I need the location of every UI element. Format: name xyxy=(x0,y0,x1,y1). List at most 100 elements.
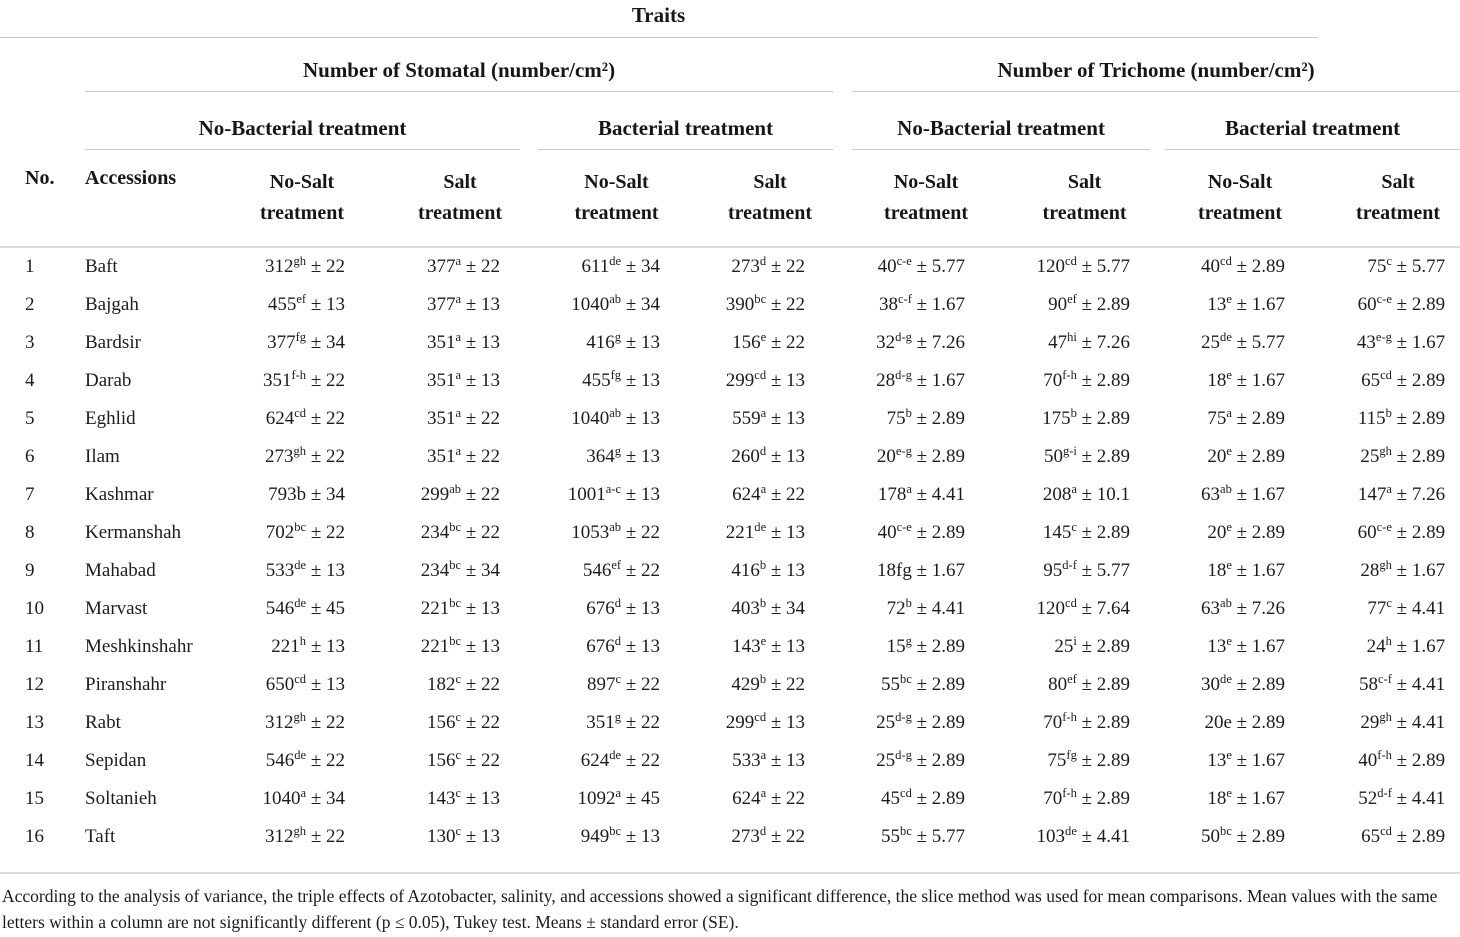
tukey-letter: a xyxy=(760,786,767,801)
row-number-cell: 11 xyxy=(25,636,44,657)
tukey-letter: cd xyxy=(1065,596,1077,611)
tukey-letter: de xyxy=(1220,330,1232,345)
value-cell: 299cd ± 13 xyxy=(725,710,806,733)
table-header: Number of Stomatal (number/cm²) Number o… xyxy=(0,38,1460,248)
table-row: 14 Sepidan 546de ± 22 156c ± 22 624de ± 22 53… xyxy=(0,742,1460,780)
value-cell: 312gh ± 22 xyxy=(265,710,345,733)
value-cell: 70f-h ± 2.89 xyxy=(1043,786,1131,809)
value-cell: 63ab ± 1.67 xyxy=(1201,482,1286,505)
tukey-letter: d xyxy=(759,254,767,269)
row-number-cell: 9 xyxy=(25,560,35,581)
value-cell: 28gh ± 1.67 xyxy=(1360,558,1446,581)
tukey-letter: de xyxy=(294,558,307,573)
value-cell: 273d ± 22 xyxy=(731,254,806,277)
value-cell: 455ef ± 13 xyxy=(267,292,345,315)
value-cell: 40f-h ± 2.89 xyxy=(1358,748,1446,771)
value-cell: 50bc ± 2.89 xyxy=(1201,824,1286,847)
value-cell: 221h ± 13 xyxy=(271,634,345,657)
value-cell: 147a ± 7.26 xyxy=(1357,482,1446,505)
value-cell: 546de ± 22 xyxy=(265,748,345,771)
tukey-letter: de xyxy=(754,520,767,535)
table-row: 10 Marvast 546de ± 45 221bc ± 13 676d ± 13 40… xyxy=(0,590,1460,628)
value-cell: 25de ± 5.77 xyxy=(1201,330,1286,353)
value-cell: 546ef ± 22 xyxy=(582,558,660,581)
tukey-letter: bc xyxy=(754,292,767,307)
accession-cell: Ilam xyxy=(85,446,120,467)
tukey-letter: c xyxy=(455,748,462,763)
tukey-letter: bc xyxy=(1220,824,1232,839)
value-cell: 156c ± 22 xyxy=(427,748,500,771)
row-number-cell: 4 xyxy=(25,370,35,391)
tukey-letter: c xyxy=(455,786,462,801)
value-cell: 455fg ± 13 xyxy=(582,368,660,391)
value-cell: 45cd ± 2.89 xyxy=(881,786,966,809)
value-cell: 234bc ± 34 xyxy=(420,558,500,581)
value-cell: 403b ± 34 xyxy=(731,596,806,619)
value-cell: 20e-g ± 2.89 xyxy=(876,444,966,467)
accession-cell: Soltanieh xyxy=(85,788,157,809)
tukey-letter: de xyxy=(294,748,307,763)
tukey-letter: cd xyxy=(1380,368,1392,383)
tukey-letter: c xyxy=(1071,520,1077,535)
value-cell: 25d-g ± 2.89 xyxy=(876,748,966,771)
value-cell: 299cd ± 13 xyxy=(725,368,806,391)
value-cell: 546de ± 45 xyxy=(265,596,345,619)
col-header-stomatal-nb-salt: Salt treatment xyxy=(382,150,538,248)
value-cell: 32d-g ± 7.26 xyxy=(876,330,966,353)
value-cell: 182c ± 22 xyxy=(427,672,500,695)
value-cell: 130c ± 13 xyxy=(427,824,500,847)
tukey-letter: de xyxy=(609,254,622,269)
value-cell: 52d-f ± 4.41 xyxy=(1358,786,1446,809)
value-cell: 624a ± 22 xyxy=(732,786,806,809)
value-cell: 38c-f ± 1.67 xyxy=(878,292,966,315)
tukey-letter: gh xyxy=(293,254,307,269)
tukey-letter: f-h xyxy=(1062,786,1077,801)
value-cell: 676d ± 13 xyxy=(586,596,660,619)
tukey-letter: e xyxy=(1226,520,1232,535)
tukey-letter: d xyxy=(759,824,767,839)
accession-cell: Kashmar xyxy=(85,484,154,505)
tukey-letter: ef xyxy=(1067,292,1077,307)
tukey-letter: ab xyxy=(609,406,622,421)
tukey-letter: e xyxy=(1226,634,1232,649)
tukey-letter: cd xyxy=(294,672,307,687)
tukey-letter: h xyxy=(299,634,307,649)
table-title-row: Traits xyxy=(0,0,1317,38)
tukey-letter: a xyxy=(455,330,462,345)
value-cell: 949bc ± 13 xyxy=(580,824,660,847)
tukey-letter: b xyxy=(759,596,767,611)
tukey-letter: a xyxy=(760,406,767,421)
tukey-letter: gh xyxy=(1379,558,1392,573)
table-footnote: According to the analysis of variance, t… xyxy=(0,872,1460,936)
tukey-letter: gh xyxy=(1379,444,1392,459)
treatment-group-stomatal-bacterial: Bacterial treatment xyxy=(538,92,845,150)
treatment-group-row: No-Bacterial treatment Bacterial treatme… xyxy=(0,92,1460,150)
spacer-cell xyxy=(0,38,85,92)
value-cell: 60c-e ± 2.89 xyxy=(1357,292,1446,315)
value-cell: 13e ± 1.67 xyxy=(1207,292,1286,315)
tukey-letter: c-e xyxy=(1376,292,1392,307)
value-cell: 18e ± 1.67 xyxy=(1207,558,1286,581)
tukey-letter: c xyxy=(1386,596,1392,611)
tukey-letter: ef xyxy=(611,558,622,573)
tukey-letter: b xyxy=(905,596,912,611)
tukey-letter: f-h xyxy=(1062,710,1077,725)
value-cell: 29gh ± 4.41 xyxy=(1360,710,1446,733)
treatment-group-trichome-no-bacterial: No-Bacterial treatment xyxy=(845,92,1162,150)
tukey-letter: a xyxy=(1071,482,1077,497)
tukey-letter: e xyxy=(760,330,767,345)
tukey-letter: gh xyxy=(293,444,307,459)
value-cell: 90ef ± 2.89 xyxy=(1048,292,1131,315)
value-cell: 120cd ± 5.77 xyxy=(1036,254,1131,277)
tukey-letter: ab xyxy=(449,482,462,497)
row-number-cell: 3 xyxy=(25,332,35,353)
value-cell: 273d ± 22 xyxy=(731,824,806,847)
value-cell: 72b ± 4.41 xyxy=(886,596,966,619)
value-cell: 676d ± 13 xyxy=(586,634,660,657)
row-number-cell: 6 xyxy=(25,446,35,467)
value-cell: 50g-i ± 2.89 xyxy=(1043,444,1131,467)
tukey-letter: d-f xyxy=(1062,558,1077,573)
accession-cell: Meshkinshahr xyxy=(85,636,193,657)
tukey-letter: bc xyxy=(449,520,462,535)
